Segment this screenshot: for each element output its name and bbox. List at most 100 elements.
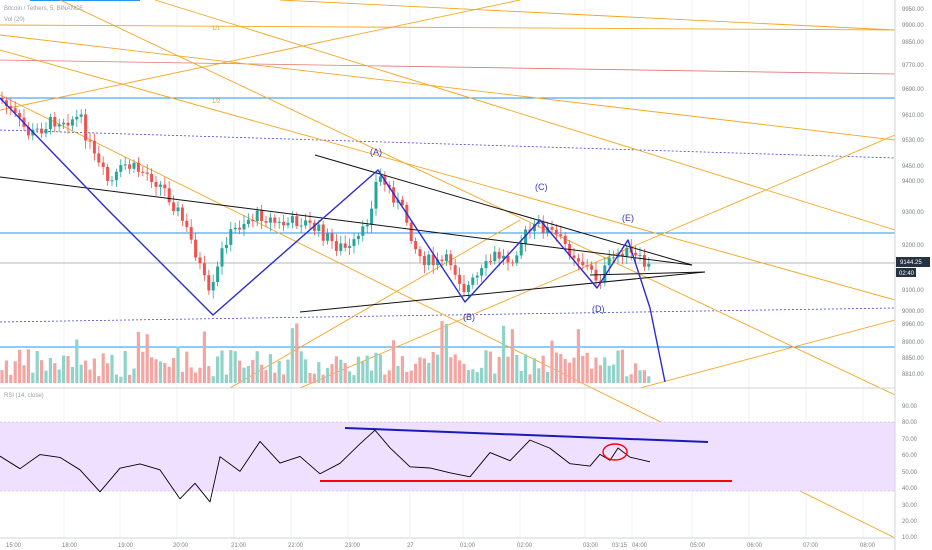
volume-bar	[550, 340, 554, 383]
volume-legend[interactable]: Vol (20)	[4, 17, 25, 23]
volume-bar	[581, 355, 585, 383]
candle-body	[189, 227, 193, 240]
candle-body	[625, 247, 629, 257]
volume-bar	[541, 355, 545, 383]
volume-bar	[92, 358, 96, 383]
volume-bar	[57, 369, 61, 383]
volume-bar	[260, 364, 264, 383]
candle-body	[572, 255, 576, 259]
candle-body	[282, 221, 286, 226]
volume-bar	[189, 367, 193, 383]
volume-bar	[317, 362, 321, 383]
countdown-value: 02:40	[899, 271, 915, 277]
volume-bar	[414, 363, 418, 383]
volume-bar	[418, 357, 422, 383]
candle-body	[374, 181, 378, 209]
volume-bar	[286, 359, 290, 383]
volume-bar	[488, 351, 492, 383]
candle-body	[114, 171, 118, 181]
volume-bar	[532, 358, 536, 383]
candle-body	[106, 166, 110, 181]
volume-bar	[154, 359, 158, 383]
dotted-channel-line	[0, 307, 896, 323]
time-tick: 20:00	[173, 543, 189, 549]
volume-bar	[378, 354, 382, 383]
time-axis[interactable]: 15:00 18:00 19:00 20:00 21:00 22:00 23:0…	[6, 543, 876, 549]
trend-lines	[0, 154, 706, 313]
candle-body	[590, 265, 594, 270]
volume-bar	[392, 340, 396, 383]
candle-body	[97, 153, 101, 163]
volume-bar	[475, 372, 479, 383]
fib-label-1: 1/1	[212, 26, 221, 32]
candle-body	[462, 283, 466, 293]
candle-body	[453, 265, 457, 275]
candle-body	[484, 261, 488, 269]
volume-bar	[440, 321, 444, 383]
candle-body	[207, 275, 211, 291]
volume-bar	[585, 352, 589, 383]
trend-line	[0, 176, 693, 266]
candle-body	[330, 233, 334, 242]
candle-body	[18, 113, 22, 118]
volume-bar	[172, 358, 176, 383]
fib-fan-line	[0, 0, 521, 111]
volume-bar	[128, 374, 132, 383]
candle-body	[79, 114, 83, 117]
volume-bar	[405, 371, 409, 383]
rsi-legend[interactable]: RSI (14, close)	[4, 393, 44, 399]
candle-body	[361, 226, 365, 236]
time-tick: 21:00	[231, 543, 247, 549]
wave-label-c: (C)	[535, 182, 548, 192]
candle-body	[277, 221, 281, 223]
candle-body	[145, 172, 149, 174]
rsi-tick: 10.00	[902, 535, 918, 541]
symbol-title[interactable]: Bitcoin / Tethers, 5, BINANCE	[4, 6, 83, 12]
volume-bar	[625, 376, 629, 383]
volume-bar	[22, 365, 26, 383]
volume-bar	[35, 351, 39, 383]
candle-body	[9, 105, 13, 109]
candle-body	[550, 227, 554, 230]
candle-body	[537, 221, 541, 224]
rsi-axis: 90.00 80.00 70.00 60.00 50.00 40.00 30.0…	[902, 404, 918, 541]
candle-body	[370, 208, 374, 225]
time-tick: 05:00	[690, 543, 706, 549]
candle-body	[260, 210, 264, 222]
candle-body	[84, 114, 88, 141]
candle-body	[647, 263, 651, 267]
volume-bar	[603, 357, 607, 383]
candle-body	[431, 254, 435, 266]
volume-bar	[141, 351, 145, 383]
candle-body	[497, 251, 501, 259]
candle-body	[246, 219, 250, 224]
volume-bar	[568, 362, 572, 383]
candle-body	[44, 129, 48, 134]
volume-bar	[40, 360, 44, 383]
volume-bar	[436, 354, 440, 383]
price-tick: 9770.00	[902, 63, 924, 69]
candle-body	[163, 184, 167, 189]
volume-bar	[9, 374, 13, 383]
volume-bar	[528, 374, 532, 383]
wave-label-b: (B)	[463, 312, 475, 322]
price-tick: 9530.00	[902, 138, 924, 144]
volume-bar	[422, 358, 426, 383]
candle-body	[532, 223, 536, 232]
candle-body	[321, 224, 325, 241]
candle-body	[180, 207, 184, 221]
volume-bar	[44, 370, 48, 383]
volume-bar	[594, 357, 598, 383]
candle-body	[348, 246, 352, 248]
candle-body	[427, 254, 431, 266]
candle-body	[136, 162, 140, 172]
candle-body	[220, 248, 224, 267]
volume-bar	[343, 363, 347, 383]
wave-label-d: (D)	[592, 304, 605, 314]
candle-body	[273, 217, 277, 223]
candle-body	[251, 219, 255, 222]
volume-bar	[607, 365, 611, 383]
fib-fan-line	[154, 0, 896, 231]
candle-body	[92, 140, 96, 154]
